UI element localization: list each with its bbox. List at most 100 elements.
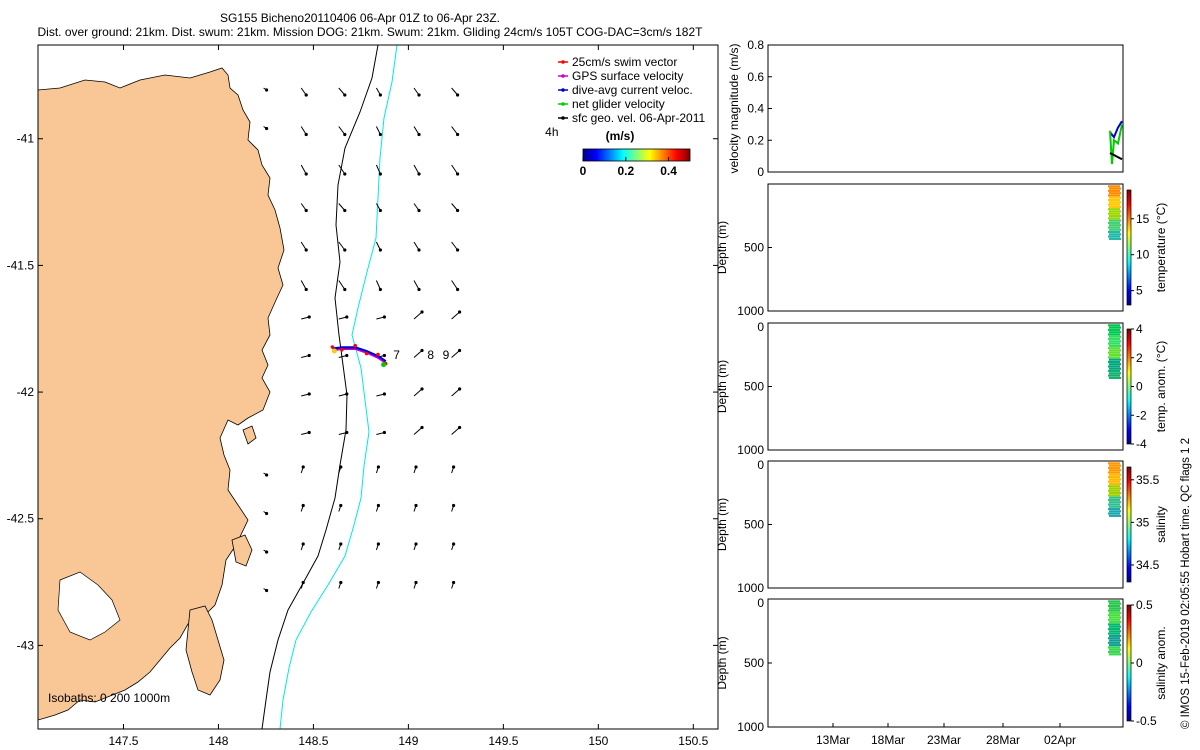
sfc-geostrophic-velocity-arrows [263,87,462,593]
profile-sample [1113,639,1117,642]
panel-colorbar-tick-label: 0.5 [1136,598,1153,612]
isobath-200m [279,45,398,729]
profile-sample [1113,340,1117,343]
profile-sample [1116,333,1120,336]
depth-panel-frame [767,322,1124,451]
velocity-arrow-head [265,550,269,554]
velocity-arrow-head [417,287,421,292]
velocity-arrow-head [307,392,311,396]
schouten-island [242,425,257,445]
profile-sample [1116,480,1120,483]
velocity-arrow [375,164,381,175]
profile-sample [1109,326,1113,329]
depth-y-label: Depth (m) [715,221,729,274]
profile-sample [1116,507,1120,511]
profile-sample [1113,376,1117,379]
profile-sample [1117,353,1121,357]
profile-sample [1109,353,1113,357]
velocity-arrow-head [378,93,382,97]
profile-sample [1117,205,1121,208]
profile-sample [1117,344,1121,347]
velocity-arrow [413,164,420,175]
velocity-arrow-head [376,580,380,585]
velocity-arrow-head [417,248,421,252]
profile-sample [1117,363,1121,366]
profile-sample [1112,614,1116,617]
velocity-arrow-head [456,208,460,213]
profile-sample [1108,235,1112,238]
profile-sample [1117,478,1121,481]
profile-sample [1113,205,1117,208]
legend-marker [561,88,565,92]
map-y-ticks: -41 -41.5 -42 -42.5 -43 [7,132,718,652]
profile-sample [1112,212,1116,215]
velocity-arrow-head [304,248,308,252]
velocity-arrow [451,388,460,397]
map-title-line1: SG155 Bicheno20110406 06-Apr 01Z to 06-A… [220,11,500,25]
velocity-arrow-head [343,208,347,213]
velocity-arrow-head [420,425,424,430]
profile-sample [1112,333,1116,336]
velocity-arrow-head [345,315,349,319]
profile-sample [1108,627,1112,631]
profile-sample [1113,611,1117,614]
profile-sample [1108,641,1112,644]
velocity-arrow [338,126,346,135]
profile-sample [1116,646,1120,649]
profile-sample [1108,623,1112,626]
profile-sample [1112,369,1116,373]
profile-sample [1108,650,1112,654]
profile-sample [1109,514,1113,517]
profile-sample [1116,637,1120,640]
profile-sample [1116,351,1120,354]
velocity-arrow-head [382,353,386,358]
profile-sample [1113,224,1117,227]
velocity-arrow-head [417,172,421,176]
legend-marker [561,116,565,120]
legend-label: 25cm/s swim vector [572,55,677,69]
profile-sample [1116,512,1120,515]
glider-track [330,343,388,368]
profile-sample [1109,496,1113,499]
profile-sample [1117,482,1121,485]
velocity-arrow-head [304,93,308,97]
profile-sample [1109,621,1113,624]
depth-y-tick-label: 0 [757,458,764,472]
profile-sample [1112,650,1116,654]
velocity-arrow-head [339,580,343,585]
profile-sample [1116,600,1120,603]
velocity-y-tick-label: 0 [757,165,764,179]
profile-sample [1109,510,1113,513]
profile-sample [1116,203,1120,206]
profile-sample [1108,471,1112,474]
map-y-tick-label: -41.5 [7,258,35,272]
profile-sample [1116,503,1120,506]
velocity-arrow [375,280,381,290]
profile-sample [1109,625,1113,628]
profile-sample [1113,621,1117,624]
profile-sample [1109,639,1113,642]
profile-sample [1112,337,1116,341]
profile-sample [1112,374,1116,377]
velocity-arrow [413,427,423,435]
profile-sample [1117,201,1121,204]
profile-sample [1113,625,1117,628]
panel-colorbar-tick-label: -0.5 [1136,714,1157,728]
profile-sample [1112,194,1116,197]
profile-sample [1113,630,1117,633]
profile-sample [1109,344,1113,347]
panel-colorbar-tick-label: 0 [1136,380,1143,394]
profile-sample [1113,491,1117,495]
profile-sample [1117,496,1121,499]
velocity-arrow [300,280,307,290]
profile-sample [1108,217,1112,220]
profile-sample [1112,600,1116,603]
profile-sample [1108,194,1112,197]
velocity-arrow-head [345,430,349,435]
profile-sample [1113,219,1117,222]
profile-sample [1117,340,1121,343]
forestier-peninsula [185,605,225,696]
map-annotations: 4h 7 8 9 [393,125,558,362]
profile-sample [1116,369,1120,373]
